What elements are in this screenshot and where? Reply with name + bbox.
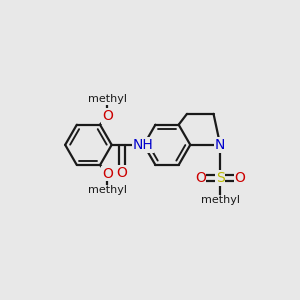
Text: NH: NH [132,138,153,152]
Text: O: O [102,109,113,123]
Text: O: O [116,166,127,179]
Text: O: O [102,167,113,181]
Text: N: N [215,138,225,152]
Text: O: O [235,171,245,185]
Text: S: S [216,171,225,185]
Text: methyl: methyl [88,94,127,104]
Text: O: O [195,171,206,185]
Text: methyl: methyl [88,185,127,195]
Text: methyl: methyl [201,195,240,205]
